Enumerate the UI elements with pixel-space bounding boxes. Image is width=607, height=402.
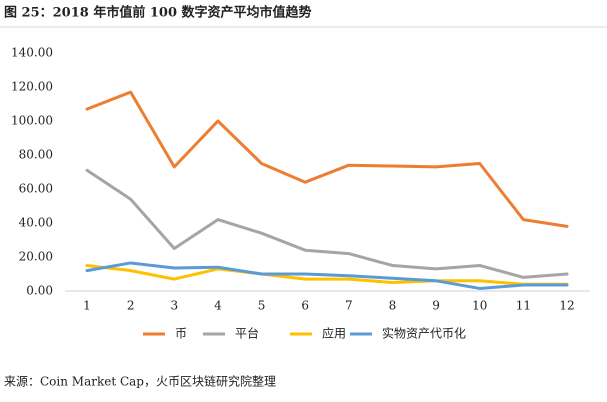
series-line — [85, 264, 569, 286]
x-tick-label: 12 — [559, 299, 574, 313]
y-tick-label: 0.00 — [26, 284, 53, 298]
series-line — [85, 168, 569, 279]
y-tick-label: 60.00 — [19, 182, 53, 196]
x-tick-label: 5 — [258, 299, 266, 313]
legend-label: 平台 — [235, 326, 259, 341]
legend-label: 币 — [175, 327, 187, 341]
x-tick-label: 1 — [83, 299, 91, 313]
x-tick-label: 9 — [432, 299, 440, 313]
x-tick-label: 10 — [472, 299, 487, 313]
y-tick-label: 20.00 — [19, 250, 53, 264]
y-tick-label: 80.00 — [19, 148, 53, 162]
x-tick-label: 4 — [214, 299, 222, 313]
legend-label: 应用 — [322, 326, 346, 341]
y-tick-label: 100.00 — [11, 114, 53, 128]
x-tick-label: 6 — [301, 299, 309, 313]
x-tick-label: 7 — [345, 299, 353, 313]
series-line — [85, 261, 569, 290]
x-tick-label: 8 — [389, 299, 397, 313]
legend-label: 实物资产代币化 — [382, 326, 466, 341]
y-tick-label: 120.00 — [11, 80, 53, 94]
x-tick-label: 11 — [516, 299, 531, 313]
x-tick-label: 2 — [127, 299, 135, 313]
source-note: 来源：Coin Market Cap，火币区块链研究院整理 — [4, 374, 276, 389]
y-tick-label: 40.00 — [19, 216, 53, 230]
x-tick-label: 3 — [170, 299, 178, 313]
chart-title: 图 25：2018 年市值前 100 数字资产平均市值趋势 — [4, 5, 312, 21]
series-line — [85, 90, 569, 228]
y-tick-label: 140.00 — [11, 46, 53, 60]
